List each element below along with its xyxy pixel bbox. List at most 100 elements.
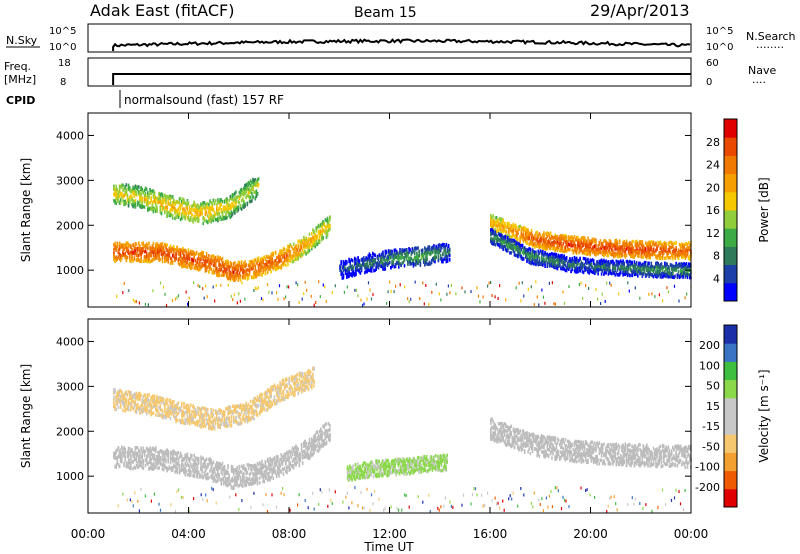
echo-cell-2 [424, 263, 426, 267]
echo-cell-3 [588, 241, 590, 245]
echo-cell-3 [526, 231, 528, 235]
echo-cell-0 [148, 241, 150, 245]
echo-cell-3 [505, 234, 508, 239]
echo-cell-4 [553, 265, 555, 269]
echo-cell-3 [543, 246, 545, 251]
echo-cell-2 [409, 256, 411, 260]
echo-cell-0 [264, 257, 267, 261]
echo-cell-2 [385, 261, 388, 266]
echo-cell-2 [392, 261, 394, 265]
echo-cell-3 [637, 251, 639, 256]
echo-cell-1 [196, 215, 199, 219]
echo-cell-2 [426, 254, 428, 258]
echo-cell-4 [647, 264, 649, 268]
echo-cell-1 [183, 215, 185, 219]
echo-cell-4 [616, 261, 619, 265]
echo-cell-3 [554, 248, 556, 252]
echo-cell-1 [239, 194, 242, 198]
echo-cell-0 [256, 270, 259, 274]
echo-cell-0 [161, 253, 164, 257]
echo-cell-0 [288, 253, 290, 257]
echo-cell-3 [535, 231, 537, 235]
echo-cell-4 [590, 265, 593, 269]
echo-cell-0 [287, 256, 289, 260]
echo-cell-0 [191, 266, 193, 270]
echo-cell-1 [186, 201, 189, 205]
echo-cell-0 [256, 262, 259, 266]
echo-cell-4 [583, 257, 586, 261]
echo-cell-3 [657, 244, 659, 248]
echo-cell-4 [604, 271, 606, 275]
echo-cell-2 [393, 257, 396, 261]
echo-cell-0 [325, 231, 328, 236]
echo-cell-3 [640, 249, 642, 253]
echo-cell-0 [311, 237, 313, 241]
echo-cell-0 [252, 265, 254, 270]
echo-cell-4 [649, 272, 651, 276]
echo-cell-3 [674, 250, 676, 254]
echo-cell-3 [507, 225, 509, 229]
echo-cell-2 [435, 245, 437, 249]
echo-cell-4 [551, 252, 553, 256]
echo-cell-3 [626, 246, 629, 250]
echo-cell-3 [678, 251, 681, 255]
echo-cell-1 [252, 180, 254, 184]
echo-cell-0 [133, 245, 136, 250]
echo-cell-1 [135, 191, 138, 196]
echo-cell-3 [540, 236, 543, 240]
echo-cell-0 [188, 253, 191, 257]
echo-cell-1 [219, 198, 221, 203]
echo-cell-1 [240, 207, 243, 211]
echo-cell-0 [202, 251, 204, 255]
echo-cell-1 [186, 216, 189, 220]
echo-cell-4 [552, 264, 554, 268]
echo-cell-0 [282, 246, 285, 251]
echo-cell-4 [545, 256, 547, 261]
echo-cell-4 [629, 266, 631, 270]
echo-cell-1 [226, 215, 228, 220]
echo-cell-4 [600, 268, 603, 272]
echo-cell-0 [268, 267, 270, 271]
echo-cell-0 [308, 243, 311, 247]
echo-cell-0 [297, 252, 299, 256]
echo-cell-0 [199, 257, 201, 261]
echo-cell-3 [535, 244, 537, 248]
echo-cell-3 [495, 229, 498, 233]
echo-cell-2 [445, 259, 448, 264]
echo-cell-0 [256, 273, 259, 277]
echo-cell-0 [254, 264, 257, 268]
echo-cell-1 [114, 188, 116, 192]
echo-cell-3 [577, 241, 579, 245]
echo-cell-0 [308, 238, 311, 242]
echo-cell-4 [569, 263, 571, 267]
echo-cell-2 [403, 256, 406, 260]
echo-cell-2 [399, 261, 401, 266]
echo-cell-1 [225, 205, 227, 210]
echo-cell-0 [182, 257, 184, 261]
echo-cell-0 [274, 259, 277, 263]
echo-cell-2 [339, 264, 341, 269]
echo-cell-3 [522, 235, 525, 239]
echo-cell-3 [660, 251, 663, 255]
echo-cell-0 [134, 249, 137, 253]
echo-cell-3 [663, 247, 665, 251]
echo-cell-3 [544, 238, 546, 242]
echo-cell-3 [630, 250, 632, 254]
echo-cell-0 [286, 259, 288, 263]
echo-cell-2 [364, 270, 366, 275]
echo-cell-3 [531, 237, 534, 241]
echo-cell-3 [592, 245, 595, 250]
echo-cell-1 [171, 201, 174, 205]
echo-cell-3 [599, 246, 602, 250]
echo-cell-3 [529, 232, 532, 236]
echo-cell-4 [512, 243, 515, 248]
echo-cell-0 [191, 261, 193, 265]
echo-cell-0 [237, 264, 240, 268]
echo-cell-4 [603, 263, 605, 267]
echo-cell-0 [236, 273, 238, 278]
echo-cell-3 [548, 246, 551, 250]
echo-cell-2 [381, 258, 383, 262]
echo-cell-0 [165, 259, 167, 263]
echo-cell-0 [145, 257, 148, 261]
echo-cell-0 [138, 253, 140, 257]
